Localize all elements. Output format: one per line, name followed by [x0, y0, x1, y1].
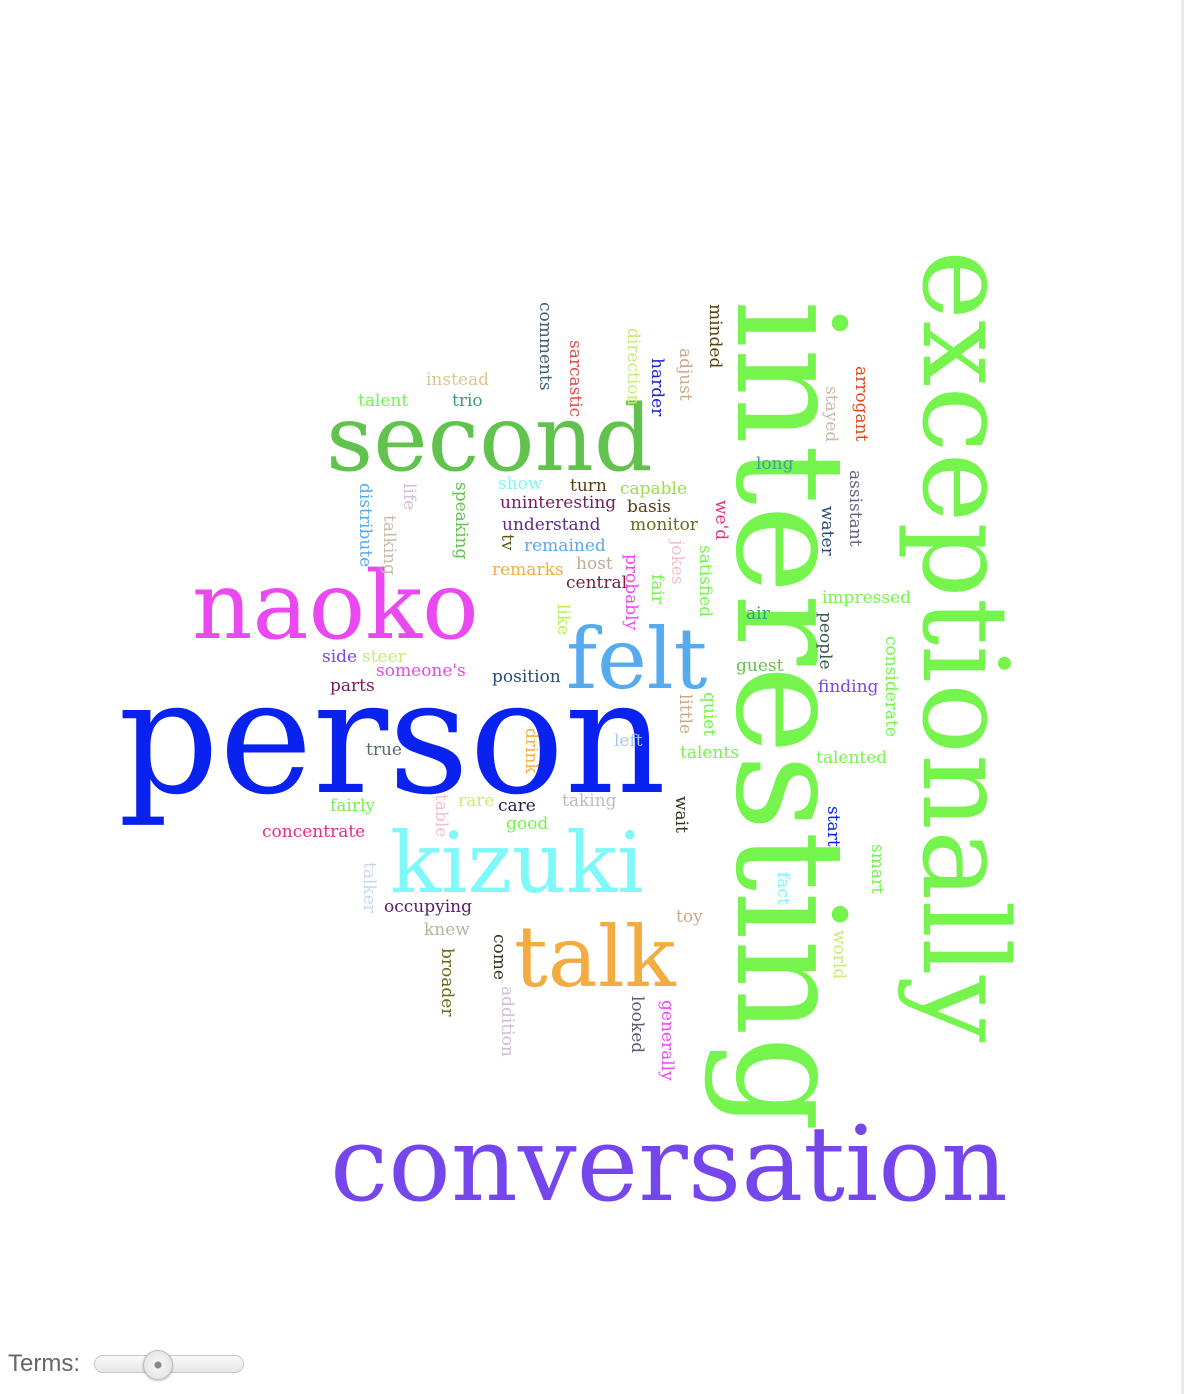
cloud-word: remained [524, 536, 606, 556]
cloud-word: jokes [667, 538, 687, 585]
cloud-word: talker [359, 862, 379, 914]
cloud-word: start [823, 806, 843, 847]
cloud-word: looked [627, 996, 647, 1053]
cloud-word: knew [424, 920, 470, 940]
cloud-word: central [566, 573, 627, 593]
cloud-word: turn [570, 476, 607, 496]
terms-slider[interactable] [94, 1350, 244, 1380]
cloud-word: impressed [822, 588, 911, 608]
cloud-word: talent [358, 391, 408, 411]
cloud-word: broader [437, 948, 457, 1017]
cloud-word: arrogant [851, 366, 871, 442]
cloud-word: kizuki [390, 814, 644, 912]
cloud-word: speaking [451, 482, 471, 559]
cloud-word: direction [623, 328, 643, 406]
cloud-word: tv [497, 534, 517, 551]
cloud-word: little [675, 694, 695, 734]
cloud-word: fairly [330, 796, 375, 816]
cloud-word: assistant [845, 470, 865, 547]
cloud-word: smart [867, 844, 887, 894]
cloud-word: naoko [192, 552, 479, 661]
cloud-word: long [756, 454, 794, 474]
word-cloud: person interesting exceptionally conversati… [118, 250, 1034, 1225]
cloud-word: like [553, 604, 573, 635]
cloud-word: distribute [355, 483, 375, 567]
cloud-word: stayed [821, 386, 841, 442]
cloud-word: good [506, 814, 548, 834]
cloud-word: life [399, 483, 419, 510]
cloud-word: concentrate [262, 822, 365, 842]
cloud-word: instead [426, 370, 489, 390]
cloud-word: we'd [711, 500, 731, 540]
cloud-word: conversation [330, 1103, 1008, 1225]
cloud-word: remarks [492, 560, 564, 580]
cloud-word: considerate [881, 636, 901, 737]
cloud-word: drink [521, 728, 541, 774]
cloud-word: left [614, 731, 643, 751]
cloud-word: fair [647, 574, 667, 605]
cloud-word: harder [647, 358, 667, 417]
cloud-word: occupying [384, 897, 472, 917]
cloud-word: comments [535, 302, 555, 391]
window-edge [1181, 0, 1184, 1394]
cloud-word: capable [620, 479, 687, 499]
cloud-word: care [498, 796, 536, 816]
cloud-word: host [576, 554, 613, 574]
cloud-word: parts [330, 676, 375, 696]
cloud-word: interesting [702, 300, 876, 1132]
cloud-word: people [815, 612, 835, 670]
cloud-word: understand [502, 515, 601, 535]
cloud-word: exceptionally [896, 250, 1034, 1043]
cloud-word: second [326, 385, 653, 492]
terms-control: Terms: [0, 1344, 400, 1384]
cloud-word: talents [680, 743, 739, 763]
cloud-word: uninteresting [500, 493, 616, 513]
cloud-word: talented [816, 748, 887, 768]
cloud-word: side [322, 647, 357, 667]
cloud-word: adjust [675, 348, 695, 401]
terms-slider-thumb[interactable] [143, 1350, 173, 1380]
cloud-word: water [817, 506, 837, 557]
cloud-word: generally [657, 1000, 677, 1081]
cloud-word: talk [514, 908, 677, 1006]
cloud-word: air [746, 604, 771, 624]
cloud-word: felt [566, 610, 708, 708]
cloud-word: talking [379, 515, 399, 575]
cloud-word: toy [676, 907, 703, 927]
cloud-word: fact [773, 872, 793, 905]
cloud-word: show [498, 474, 543, 494]
cloud-word: position [492, 667, 561, 687]
cloud-word: rare [458, 791, 494, 811]
cloud-word: sarcastic [565, 340, 585, 417]
cloud-word: minded [705, 304, 725, 368]
cloud-word: monitor [630, 515, 699, 535]
cloud-word: wait [671, 796, 691, 833]
cloud-word: satisfied [695, 545, 715, 617]
terms-label: Terms: [8, 1350, 80, 1377]
cloud-word: table [431, 794, 451, 837]
cloud-word: world [829, 930, 849, 979]
cloud-word: probably [621, 554, 641, 631]
cloud-word: steer [362, 647, 407, 667]
cloud-word: come [489, 934, 509, 980]
cloud-word: true [366, 740, 402, 760]
cloud-word: person [118, 646, 666, 830]
cloud-word: taking [562, 791, 617, 811]
cloud-word: finding [818, 677, 879, 697]
cloud-word: addition [497, 986, 517, 1057]
cloud-word: trio [452, 391, 483, 411]
cloud-word: someone's [376, 661, 466, 681]
cloud-word: guest [736, 656, 784, 676]
cloud-word: basis [627, 497, 671, 517]
cloud-word: quiet [699, 692, 719, 736]
